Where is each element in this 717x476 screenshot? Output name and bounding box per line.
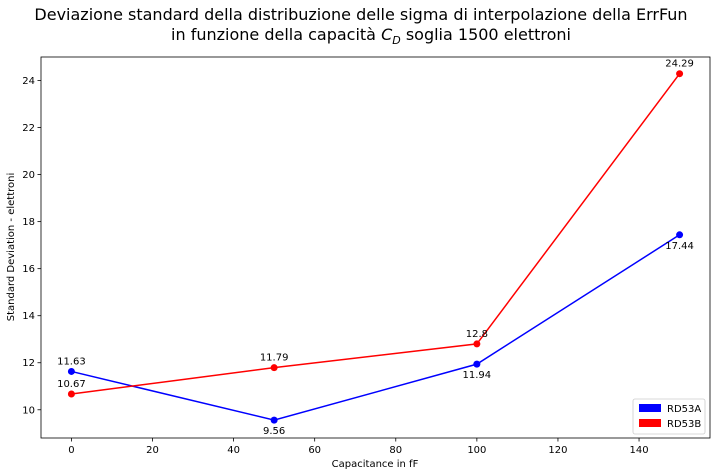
x-tick-label: 40 <box>227 445 240 456</box>
y-tick-label: 20 <box>22 170 35 181</box>
legend-label-rd53b: RD53B <box>667 419 701 430</box>
legend: RD53A RD53B <box>632 398 706 435</box>
y-tick-label: 22 <box>22 123 35 134</box>
chart-title-line1: Deviazione standard della distribuzione … <box>34 5 687 24</box>
data-point-rd53a <box>270 416 278 424</box>
y-axis-label: Standard Deviation - elettroni <box>6 173 17 322</box>
series-line-rd53a <box>71 234 680 421</box>
x-tick-label: 0 <box>68 445 74 456</box>
data-point-rd53a <box>676 231 684 239</box>
legend-swatch-rd53a <box>639 404 661 412</box>
data-point-rd53a <box>67 367 75 375</box>
x-tick-label: 120 <box>548 445 567 456</box>
data-point-rd53b <box>473 340 481 348</box>
y-tick-label: 16 <box>22 264 35 275</box>
series-line-rd53b <box>71 73 681 395</box>
data-label-rd53a: 11.94 <box>463 370 492 381</box>
x-tick-label: 60 <box>308 445 321 456</box>
data-point-rd53b <box>67 390 75 398</box>
data-label-rd53b: 11.79 <box>260 353 289 364</box>
data-point-rd53a <box>473 360 481 368</box>
x-axis-label: Capacitance in fF <box>332 459 419 470</box>
x-tick-label: 80 <box>389 445 402 456</box>
y-tick-label: 10 <box>22 405 35 416</box>
y-tick-label: 12 <box>22 358 35 369</box>
data-label-rd53a: 11.63 <box>57 356 86 367</box>
y-tick-label: 18 <box>22 217 35 228</box>
chart-title-line2: in funzione della capacità CD soglia 150… <box>171 25 571 47</box>
data-point-rd53b <box>270 364 278 372</box>
data-labels: 11.63 9.56 11.94 17.44 10.67 11.79 12.8 24.29 <box>57 59 694 437</box>
x-tick-label: 100 <box>467 445 486 456</box>
series-layer <box>67 70 684 424</box>
data-point-rd53b <box>676 70 684 78</box>
x-tick-label: 140 <box>629 445 648 456</box>
x-tick-label: 20 <box>146 445 159 456</box>
y-tick-label: 14 <box>22 311 35 322</box>
axes-frame <box>40 56 711 439</box>
data-label-rd53b: 10.67 <box>57 379 86 390</box>
legend-swatch-rd53b <box>639 419 661 427</box>
ticks: 0 20 40 60 80 100 120 140 10 12 14 16 18 20 22 24 <box>22 76 648 456</box>
data-label-rd53a: 17.44 <box>665 241 694 252</box>
data-label-rd53b: 24.29 <box>665 59 694 70</box>
legend-label-rd53a: RD53A <box>667 404 701 415</box>
data-label-rd53b: 12.8 <box>466 329 488 340</box>
y-tick-label: 24 <box>22 76 35 87</box>
data-label-rd53a: 9.56 <box>263 426 285 437</box>
